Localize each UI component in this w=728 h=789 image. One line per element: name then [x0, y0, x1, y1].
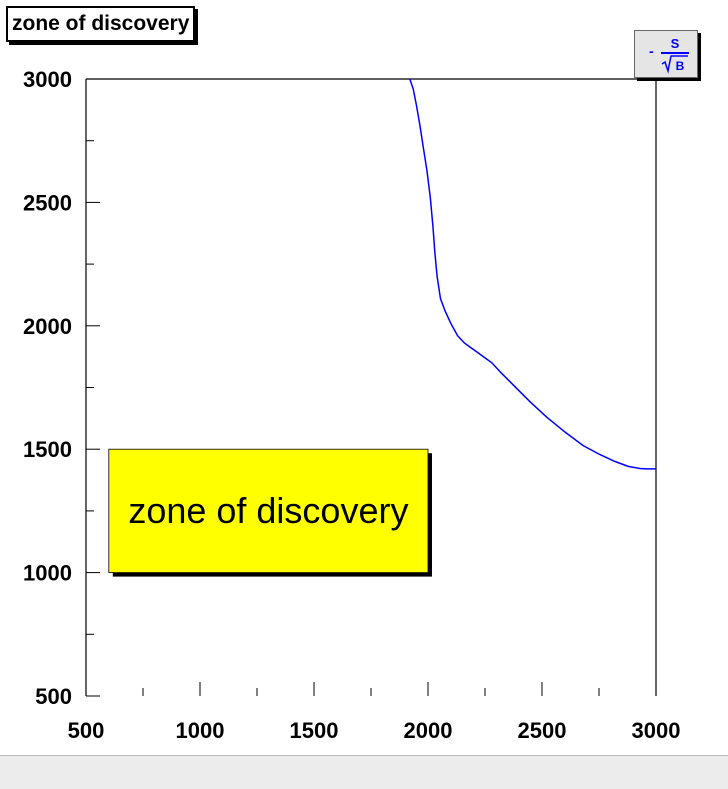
- y-tick-label: 1000: [23, 561, 72, 586]
- legend-sign: -: [649, 43, 654, 59]
- y-tick-label: 2500: [23, 190, 72, 215]
- legend: - S B: [634, 30, 698, 78]
- y-tick-label: 3000: [23, 67, 72, 92]
- x-tick-label: 1500: [290, 718, 339, 743]
- series-line-0: [409, 78, 656, 470]
- x-tick-label: 2000: [404, 718, 453, 743]
- plot-area: 500 1000 1500 2000 2500 3000 500 1000 1500 2000 25…: [23, 67, 681, 743]
- y-tick-label: 500: [35, 684, 72, 709]
- y-tick-label: 1500: [23, 437, 72, 462]
- annotation-box: [108, 448, 429, 574]
- status-bar: [0, 755, 728, 789]
- x-tick-label: 3000: [632, 718, 681, 743]
- x-tick-label: 500: [68, 718, 105, 743]
- annotation-label: zone of discovery: [128, 490, 408, 531]
- legend-formula: - S B: [649, 36, 689, 74]
- chart-title: zone of discovery: [6, 6, 196, 42]
- x-tick-label: 1000: [176, 718, 225, 743]
- legend-denominator: B: [676, 59, 685, 73]
- sqrt-sign-icon: [661, 55, 688, 74]
- y-tick-label: 2000: [23, 314, 72, 339]
- legend-numerator: S: [671, 36, 680, 51]
- x-tick-label: 2500: [518, 718, 567, 743]
